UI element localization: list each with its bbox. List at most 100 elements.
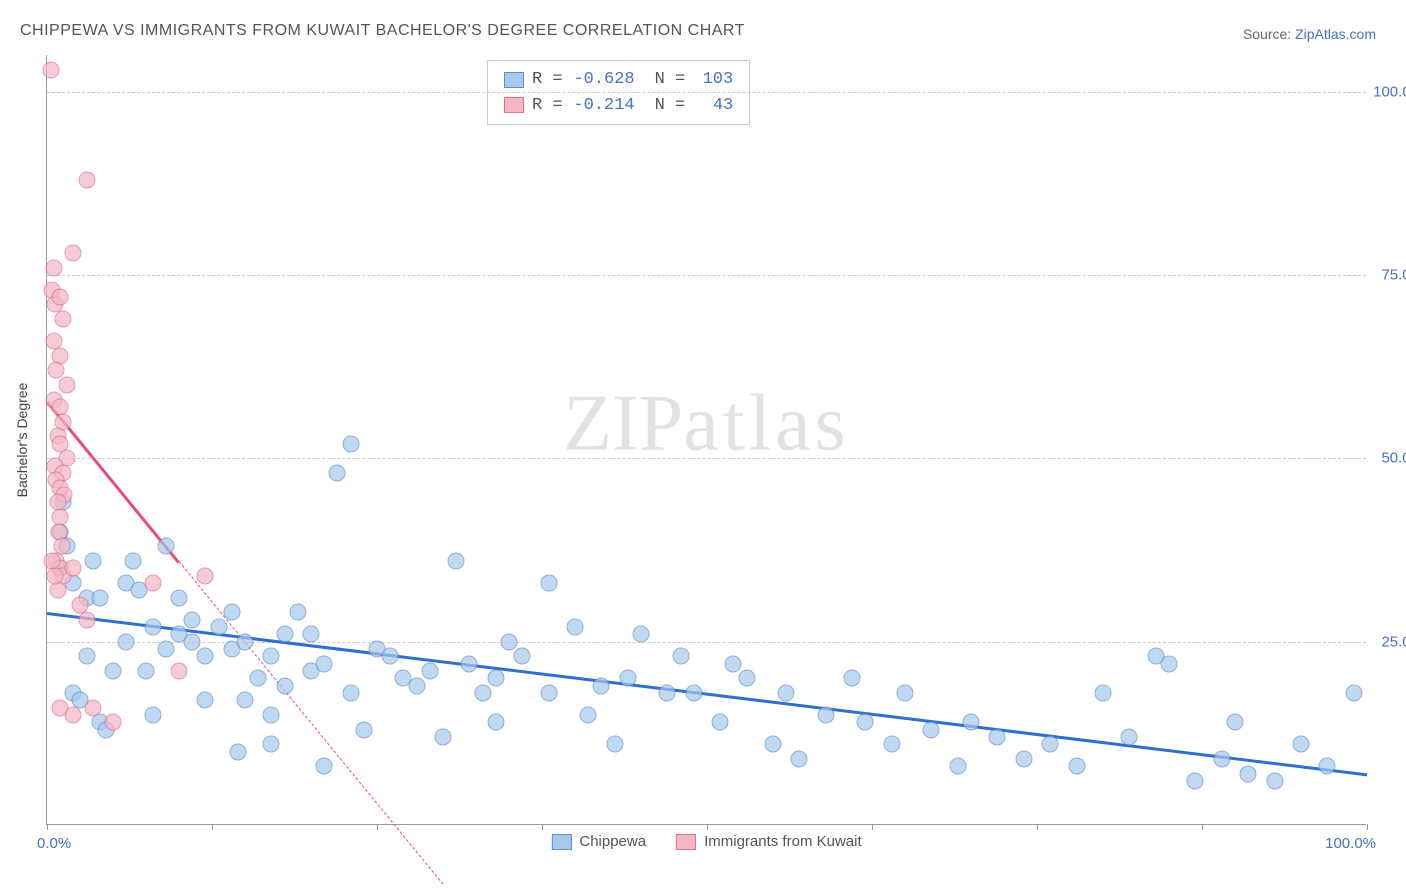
data-point: [118, 633, 135, 650]
n-value: 43: [693, 93, 733, 119]
gridline: [47, 275, 1366, 276]
data-point: [514, 648, 531, 665]
y-tick-label: 50.0%: [1381, 450, 1406, 467]
legend-item: Immigrants from Kuwait: [676, 833, 862, 850]
data-point: [105, 714, 122, 731]
data-point: [276, 677, 293, 694]
data-point: [237, 692, 254, 709]
r-label: R =: [532, 93, 563, 119]
n-label: N =: [655, 93, 686, 119]
stats-row: R =-0.628N =103: [504, 67, 733, 93]
data-point: [342, 685, 359, 702]
legend-swatch: [504, 72, 524, 88]
data-point: [52, 289, 69, 306]
data-point: [1161, 655, 1178, 672]
x-tick: [707, 824, 708, 830]
data-point: [85, 699, 102, 716]
data-point: [85, 553, 102, 570]
r-value: -0.628: [571, 67, 635, 93]
data-point: [230, 743, 247, 760]
source-link[interactable]: ZipAtlas.com: [1295, 26, 1376, 42]
data-point: [659, 685, 676, 702]
data-point: [197, 692, 214, 709]
data-point: [342, 435, 359, 452]
data-point: [197, 648, 214, 665]
data-point: [448, 553, 465, 570]
data-point: [672, 648, 689, 665]
data-point: [1042, 736, 1059, 753]
data-point: [184, 611, 201, 628]
data-point: [989, 729, 1006, 746]
data-point: [949, 758, 966, 775]
data-point: [237, 633, 254, 650]
data-point: [1121, 729, 1138, 746]
stats-row: R =-0.214N =43: [504, 93, 733, 119]
data-point: [124, 553, 141, 570]
data-point: [408, 677, 425, 694]
r-label: R =: [532, 67, 563, 93]
data-point: [923, 721, 940, 738]
data-point: [817, 707, 834, 724]
data-point: [48, 362, 65, 379]
x-tick: [1202, 824, 1203, 830]
source-attribution: Source: ZipAtlas.com: [1243, 26, 1376, 42]
data-point: [49, 582, 66, 599]
data-point: [355, 721, 372, 738]
data-point: [144, 575, 161, 592]
x-tick: [1367, 824, 1368, 830]
y-tick-label: 75.0%: [1381, 267, 1406, 284]
data-point: [487, 670, 504, 687]
x-tick: [212, 824, 213, 830]
data-point: [461, 655, 478, 672]
watermark: ZIPatlas: [563, 379, 850, 470]
gridline: [47, 92, 1366, 93]
y-tick-label: 100.0%: [1373, 83, 1406, 100]
x-tick: [872, 824, 873, 830]
data-point: [712, 714, 729, 731]
x-axis-max-label: 100.0%: [1325, 835, 1376, 852]
regression-line-dashed: [179, 561, 444, 884]
legend-label: Immigrants from Kuwait: [704, 833, 862, 850]
data-point: [1227, 714, 1244, 731]
data-point: [329, 465, 346, 482]
data-point: [421, 663, 438, 680]
y-axis-label: Bachelor's Degree: [14, 383, 30, 498]
data-point: [276, 626, 293, 643]
data-point: [1293, 736, 1310, 753]
data-point: [501, 633, 518, 650]
data-point: [223, 604, 240, 621]
source-prefix: Source:: [1243, 26, 1295, 42]
data-point: [184, 633, 201, 650]
data-point: [157, 641, 174, 658]
scatter-plot-area: ZIPatlas R =-0.628N =103R =-0.214N =43 C…: [46, 55, 1366, 825]
gridline: [47, 458, 1366, 459]
bottom-legend: Chippewa Immigrants from Kuwait: [551, 833, 861, 850]
data-point: [765, 736, 782, 753]
data-point: [1187, 773, 1204, 790]
data-point: [778, 685, 795, 702]
data-point: [105, 663, 122, 680]
data-point: [171, 589, 188, 606]
legend-label: Chippewa: [579, 833, 646, 850]
data-point: [58, 377, 75, 394]
data-point: [171, 663, 188, 680]
legend-item: Chippewa: [551, 833, 646, 850]
data-point: [289, 604, 306, 621]
x-tick: [1037, 824, 1038, 830]
data-point: [157, 538, 174, 555]
data-point: [725, 655, 742, 672]
data-point: [65, 560, 82, 577]
data-point: [65, 245, 82, 262]
data-point: [54, 311, 71, 328]
data-point: [540, 575, 557, 592]
x-tick: [47, 824, 48, 830]
data-point: [303, 626, 320, 643]
data-point: [580, 707, 597, 724]
data-point: [1213, 751, 1230, 768]
data-point: [897, 685, 914, 702]
x-tick: [377, 824, 378, 830]
legend-swatch: [504, 97, 524, 113]
data-point: [883, 736, 900, 753]
y-tick-label: 25.0%: [1381, 633, 1406, 650]
data-point: [91, 589, 108, 606]
